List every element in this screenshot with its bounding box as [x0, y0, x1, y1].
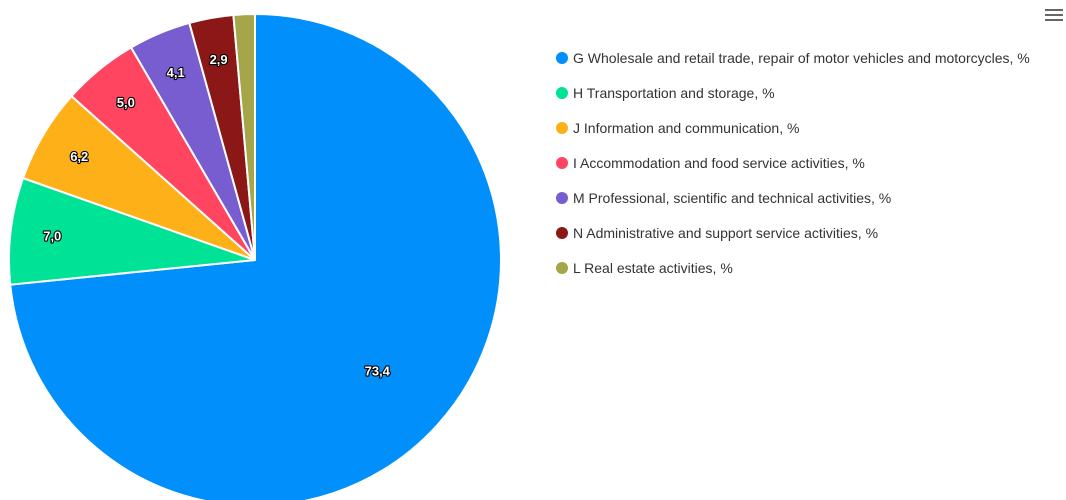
legend-label: J Information and communication, %: [573, 119, 800, 136]
legend-item-4[interactable]: M Professional, scientific and technical…: [556, 180, 1061, 215]
legend-marker-icon: [556, 226, 568, 239]
legend-label: L Real estate activities, %: [573, 259, 733, 276]
pie-slice-1[interactable]: [8, 176, 256, 286]
legend-item-5[interactable]: N Administrative and support service act…: [556, 215, 1061, 250]
legend-item-2[interactable]: J Information and communication, %: [556, 110, 1061, 145]
legend-marker-icon: [556, 191, 568, 204]
data-label-1: 7,0: [43, 229, 61, 244]
legend-label: I Accommodation and food service activit…: [573, 154, 865, 171]
legend-item-6[interactable]: L Real estate activities, %: [556, 250, 1061, 285]
legend-marker-icon: [556, 156, 568, 169]
pie-chart-svg: 73,4 7,0 6,2 5,0 4,1 2,9: [8, 12, 502, 500]
legend-label: H Transportation and storage, %: [573, 84, 775, 101]
chart-legend: G Wholesale and retail trade, repair of …: [556, 40, 1061, 285]
data-label-5: 2,9: [210, 52, 228, 67]
legend-label: N Administrative and support service act…: [573, 224, 879, 241]
legend-marker-icon: [556, 51, 568, 64]
pie-chart: 73,4 7,0 6,2 5,0 4,1 2,9: [0, 0, 520, 500]
legend-marker-icon: [556, 261, 568, 274]
pie-slice-6[interactable]: [232, 12, 256, 261]
hamburger-menu-icon[interactable]: [1044, 6, 1066, 26]
legend-item-0[interactable]: G Wholesale and retail trade, repair of …: [556, 40, 1061, 75]
legend-item-3[interactable]: I Accommodation and food service activit…: [556, 145, 1061, 180]
legend-marker-icon: [556, 86, 568, 99]
legend-marker-icon: [556, 121, 568, 134]
data-label-3: 5,0: [117, 95, 135, 110]
data-label-4: 4,1: [167, 65, 185, 80]
legend-label: G Wholesale and retail trade, repair of …: [573, 49, 1030, 66]
data-label-0: 73,4: [365, 364, 391, 379]
legend-item-1[interactable]: H Transportation and storage, %: [556, 75, 1061, 110]
data-label-2: 6,2: [70, 149, 88, 164]
legend-label: M Professional, scientific and technical…: [573, 189, 892, 206]
